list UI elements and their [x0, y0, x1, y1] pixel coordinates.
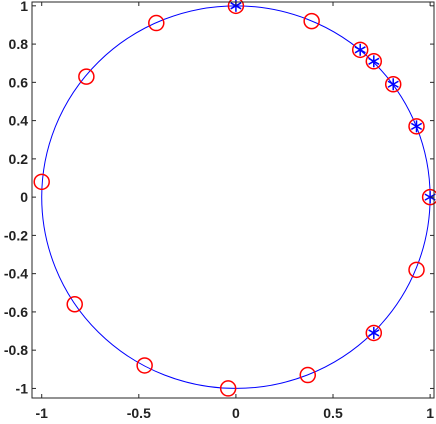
y-tick-label: -1 — [16, 380, 29, 396]
circle-marker — [33, 173, 50, 191]
circle-marker — [219, 380, 237, 397]
asterisk-marker — [368, 326, 380, 339]
y-tick-label: 0.4 — [9, 113, 29, 129]
circle-marker — [365, 324, 383, 342]
axes — [31, 1, 435, 399]
circle-marker — [365, 53, 383, 70]
y-tick-label: 1 — [20, 0, 28, 14]
circle-marker — [384, 76, 402, 93]
circle-marker — [66, 296, 83, 313]
y-tick-label: -0.8 — [4, 342, 28, 358]
asterisk-stroke — [368, 329, 380, 337]
circle-marker — [136, 357, 153, 374]
circle-marker — [421, 188, 436, 206]
y-tick-label: 0.6 — [9, 74, 29, 90]
x-tick-label: 1 — [426, 405, 434, 421]
circle-marker — [408, 261, 425, 279]
circle-marker — [148, 14, 165, 32]
plot-area — [33, 0, 436, 397]
asterisk-marker — [368, 55, 380, 68]
x-tick-label: 0.5 — [323, 405, 343, 421]
circle-marker — [351, 41, 369, 59]
asterisk-marker — [410, 120, 423, 133]
circle-marker — [299, 366, 317, 384]
x-tick-label: -0.5 — [127, 405, 151, 421]
y-tick-label: -0.6 — [4, 304, 28, 320]
tick-labels: -1 -0.5 0 0.5 1 1 0.8 0.6 0.4 0.2 0 -0.2 -0.4 -0.6 -0.… — [4, 0, 434, 421]
y-tick-label: -0.4 — [4, 266, 28, 282]
asterisk-marker — [354, 43, 366, 56]
x-tick-label: -1 — [35, 405, 48, 421]
y-tick-label: 0 — [20, 189, 28, 205]
axes-box — [31, 1, 435, 399]
asterisk-stroke — [410, 122, 423, 130]
asterisk-stroke — [387, 80, 399, 88]
y-tick-label: -0.2 — [4, 227, 28, 243]
circle-marker — [303, 12, 320, 30]
circle-marker — [227, 0, 245, 15]
circle-marker — [408, 118, 425, 135]
asterisk-stroke — [368, 57, 380, 65]
y-tick-label: 0.8 — [9, 36, 29, 52]
circle-marker — [78, 68, 95, 85]
asterisk-stroke — [354, 46, 366, 54]
y-tick-label: 0.2 — [9, 151, 29, 167]
x-tick-label: 0 — [232, 405, 240, 421]
asterisk-marker — [387, 78, 399, 91]
